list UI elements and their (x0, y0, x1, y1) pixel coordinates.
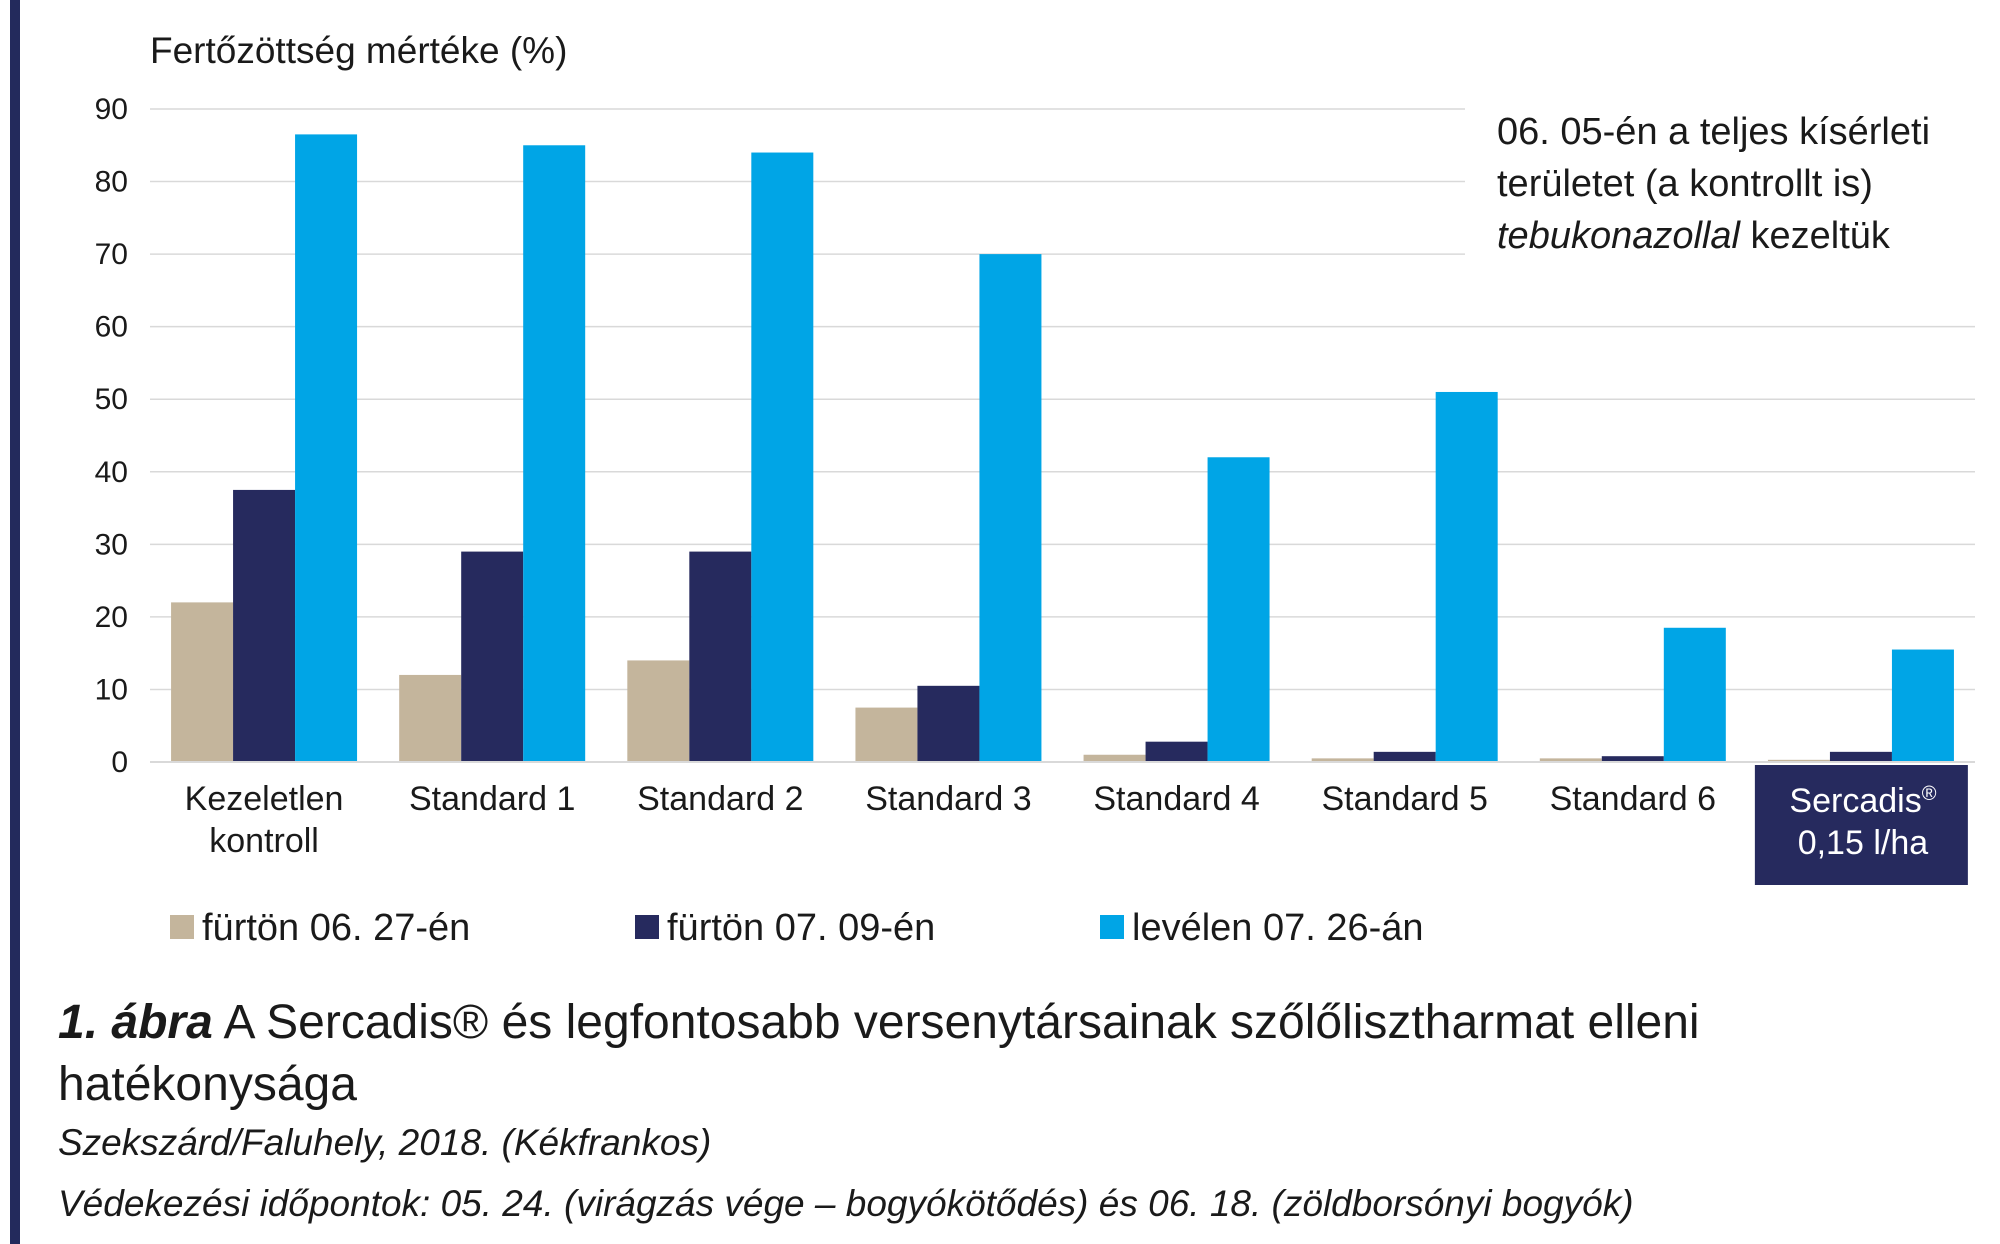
x-category-label: Sercadis® (1789, 782, 1936, 820)
figure-location: Szekszárd/Faluhely, 2018. (Kékfrankos) (58, 1122, 712, 1163)
y-tick-label: 80 (95, 166, 128, 199)
y-tick-label: 10 (95, 673, 128, 706)
sercadis-highlight-box (1754, 765, 1968, 885)
bar-series-2-cat-3 (979, 254, 1042, 762)
figure-caption-title: 1. ábra A Sercadis® és legfontosabb vers… (58, 992, 1958, 1116)
y-axis-title: Fertőzöttség mértéke (%) (150, 30, 567, 71)
bar-series-1-cat-7 (1829, 751, 1892, 762)
y-tick-label: 70 (95, 238, 128, 271)
bar-series-0-cat-1 (399, 674, 462, 762)
y-tick-label: 60 (95, 311, 128, 344)
bar-series-2-cat-6 (1663, 627, 1726, 762)
bar-series-1-cat-4 (1145, 741, 1208, 762)
figure-title: A Sercadis® és legfontosabb versenytársa… (58, 996, 1700, 1111)
annotation-italic: tebukonazollal (1497, 215, 1742, 257)
bar-series-1-cat-3 (917, 685, 980, 762)
annotation-line-2: területet (a kontrollt is) (1497, 163, 1873, 205)
legend-label-0: fürtön 06. 27-én (202, 907, 470, 949)
bar-series-1-cat-6 (1601, 756, 1664, 762)
x-category-label: Standard 1 (409, 780, 575, 818)
figure-number: 1. ábra (58, 996, 213, 1049)
annotation-line-1: 06. 05-én a teljes kísérleti (1497, 111, 1930, 153)
bar-series-1-cat-1 (461, 551, 524, 762)
x-category-label: Standard 6 (1550, 780, 1716, 818)
y-tick-label: 50 (95, 383, 128, 416)
x-category-label: 0,15 l/ha (1798, 824, 1929, 862)
y-tick-label: 40 (95, 456, 128, 489)
x-category-label: Standard 4 (1093, 780, 1259, 818)
legend-label-1: fürtön 07. 09-én (667, 907, 935, 949)
x-axis-categories: Kezeletlen kontroll Standard 1 Standard 2 St… (185, 780, 1937, 862)
bar-series-1-cat-5 (1373, 751, 1436, 762)
bar-series-1-cat-0 (233, 489, 296, 762)
legend-swatch-2 (1100, 915, 1124, 939)
bar-series-2-cat-7 (1891, 649, 1954, 762)
bar-series-1-cat-2 (689, 551, 752, 762)
legend: fürtön 06. 27-én fürtön 07. 09-én levélen … (170, 907, 1424, 949)
left-accent-rule (10, 0, 20, 1244)
x-category-label: Standard 2 (637, 780, 803, 818)
y-tick-label: 20 (95, 601, 128, 634)
x-category-label: Standard 3 (865, 780, 1031, 818)
bar-series-2-cat-2 (751, 152, 814, 763)
bar-series-2-cat-1 (523, 145, 586, 762)
y-axis-ticks: 0 10 20 30 40 50 60 70 80 90 (95, 93, 128, 779)
legend-swatch-0 (170, 915, 194, 939)
annotation-rest: kezeltük (1740, 215, 1891, 257)
bar-series-2-cat-0 (295, 134, 358, 763)
y-tick-label: 90 (95, 93, 128, 126)
x-category-label: kontroll (209, 822, 319, 860)
bar-series-0-cat-2 (627, 660, 690, 762)
y-tick-label: 30 (95, 528, 128, 561)
legend-swatch-1 (635, 915, 659, 939)
bar-chart: 0 10 20 30 40 50 60 70 80 90 Kezeletlen kontroll St… (95, 30, 1975, 949)
x-category-label: Standard 5 (1322, 780, 1488, 818)
bar-series-0-cat-7 (1767, 759, 1830, 762)
bar-series-2-cat-4 (1207, 457, 1270, 762)
bar-series-0-cat-0 (171, 602, 234, 762)
annotation-line-3: tebukonazollal kezeltük (1497, 215, 1891, 257)
y-tick-label: 0 (111, 746, 128, 779)
bar-series-0-cat-6 (1539, 758, 1602, 762)
bar-series-0-cat-4 (1083, 754, 1146, 762)
bar-series-0-cat-3 (855, 707, 918, 762)
highlighted-category-box (1754, 765, 1968, 885)
x-category-label: Kezeletlen (185, 780, 344, 818)
bar-series-2-cat-5 (1435, 391, 1498, 762)
bar-series-0-cat-5 (1311, 758, 1374, 762)
figure-treatment-dates: Védekezési időpontok: 05. 24. (virágzás … (58, 1183, 1634, 1224)
bars (171, 134, 1954, 763)
legend-label-2: levélen 07. 26-án (1132, 907, 1424, 949)
